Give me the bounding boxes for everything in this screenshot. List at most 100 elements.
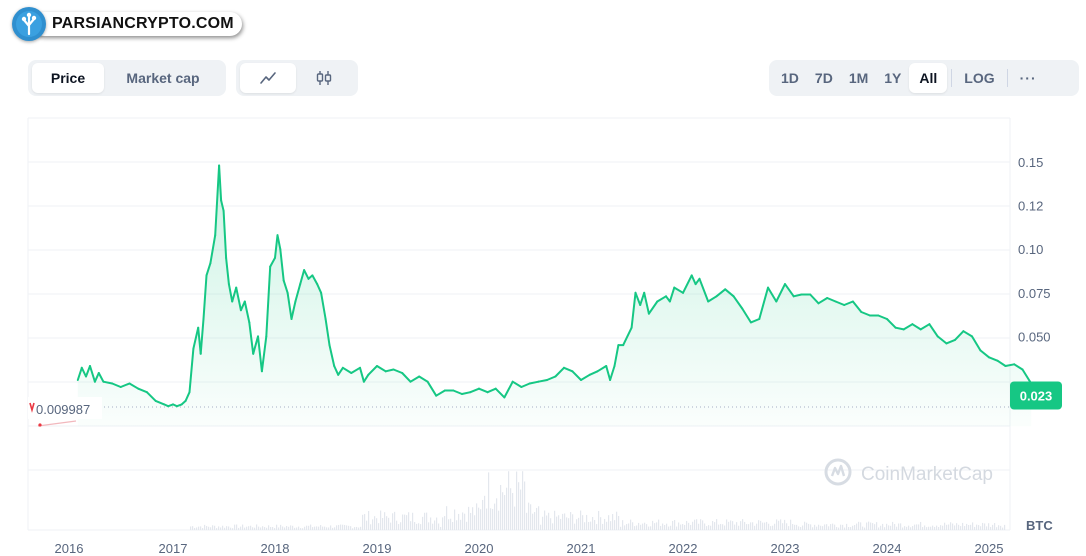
volume-bar <box>536 507 538 530</box>
volume-bar <box>652 520 654 530</box>
volume-bar <box>292 525 294 530</box>
volume-bar <box>450 518 452 530</box>
volume-bar <box>462 512 464 530</box>
volume-bar <box>598 510 600 530</box>
volume-bar <box>846 523 848 530</box>
price-line-segment <box>902 323 914 331</box>
volume-bar <box>728 521 730 530</box>
price-line-segment <box>775 283 786 303</box>
volume-bar <box>880 525 882 530</box>
volume-bar <box>636 525 638 530</box>
volume-bar <box>362 514 364 530</box>
volume-bar <box>790 519 792 530</box>
volume-bar <box>234 524 236 530</box>
line-chart-button[interactable] <box>240 63 296 93</box>
volume-bar <box>264 527 266 530</box>
volume-bar <box>886 523 888 530</box>
price-line-segment <box>690 274 697 286</box>
volume-bar <box>736 522 738 530</box>
volume-bar <box>420 524 422 530</box>
volume-bar <box>600 517 602 530</box>
volume-bar <box>866 522 868 530</box>
volume-bar <box>570 512 572 530</box>
volume-bar <box>284 527 286 530</box>
volume-bar <box>534 512 536 530</box>
watermark-text: CoinMarketCap <box>861 464 993 485</box>
volume-bar <box>936 525 938 530</box>
range-1y[interactable]: 1Y <box>884 70 902 86</box>
price-line-segment <box>707 295 718 303</box>
volume-bar <box>326 527 328 530</box>
log-scale-button[interactable]: LOG <box>964 70 995 86</box>
volume-bar <box>898 523 900 530</box>
more-options-button[interactable]: ··· <box>1019 70 1037 86</box>
volume-bar <box>400 522 402 530</box>
volume-bar <box>772 525 774 530</box>
reference-label-group: 0.009987 <box>28 397 102 427</box>
volume-bar <box>422 516 424 530</box>
volume-bar <box>474 515 476 530</box>
volume-bar <box>840 524 842 530</box>
range-1d[interactable]: 1D <box>781 70 799 86</box>
volume-bar <box>366 520 368 530</box>
volume-bar <box>430 517 432 530</box>
price-line-segment <box>528 380 540 385</box>
price-line-segment <box>563 366 574 373</box>
volume-bar <box>506 487 508 530</box>
volume-bar <box>412 512 414 530</box>
current-price-badge: 0.023 <box>1010 381 1062 410</box>
volume-bar <box>374 516 376 530</box>
volume-bar <box>464 513 466 530</box>
volume-bar <box>916 524 918 530</box>
volume-bar <box>884 527 886 530</box>
price-line-segment <box>311 274 319 286</box>
volume-bar <box>838 527 840 530</box>
volume-bar <box>726 519 728 530</box>
price-line-segment <box>580 373 591 381</box>
volume-bar <box>514 506 516 530</box>
volume-bar <box>320 525 322 530</box>
volume-bar <box>780 519 782 530</box>
volume-bar <box>588 522 590 530</box>
volume-bar <box>624 525 626 530</box>
volume-bar <box>518 482 520 530</box>
price-line-segment <box>630 291 637 329</box>
price-line-segment <box>362 373 370 383</box>
price-marketcap-toggle: Price Market cap <box>28 60 226 96</box>
price-line-segment <box>834 300 846 306</box>
volume-bar <box>688 522 690 530</box>
volume-bar <box>992 524 994 530</box>
volume-bar <box>906 526 908 530</box>
volume-bar <box>942 525 944 530</box>
volume-bar <box>956 523 958 530</box>
price-line-segment <box>269 256 276 268</box>
volume-bar <box>262 526 264 530</box>
range-7d[interactable]: 7D <box>814 70 833 86</box>
price-tab[interactable]: Price <box>32 63 104 93</box>
reference-value-label: 0.009987 <box>36 402 90 417</box>
volume-bar <box>960 526 962 530</box>
volume-bar <box>800 526 802 530</box>
price-line-segment <box>682 274 693 294</box>
site-name: PARSIANCRYPTO.COM <box>32 12 242 36</box>
volume-bar <box>870 522 872 530</box>
volume-bar <box>204 524 206 530</box>
volume-bar <box>696 519 698 530</box>
volume-bar <box>592 517 594 530</box>
price-line-segment <box>609 365 616 381</box>
volume-bar <box>966 523 968 530</box>
price-line-segment <box>199 318 205 355</box>
range-all[interactable]: All <box>909 63 948 93</box>
range-1m[interactable]: 1M <box>848 70 869 86</box>
price-line-segment <box>282 279 289 294</box>
volume-bar <box>732 521 734 530</box>
candlestick-button[interactable] <box>296 63 352 93</box>
price-line-segment <box>350 366 361 374</box>
price-line-segment <box>826 297 837 303</box>
volume-bar <box>532 513 534 530</box>
volume-bar <box>822 526 824 530</box>
market-cap-tab[interactable]: Market cap <box>126 70 200 86</box>
volume-bar <box>576 519 578 530</box>
volume-bar <box>970 524 972 530</box>
